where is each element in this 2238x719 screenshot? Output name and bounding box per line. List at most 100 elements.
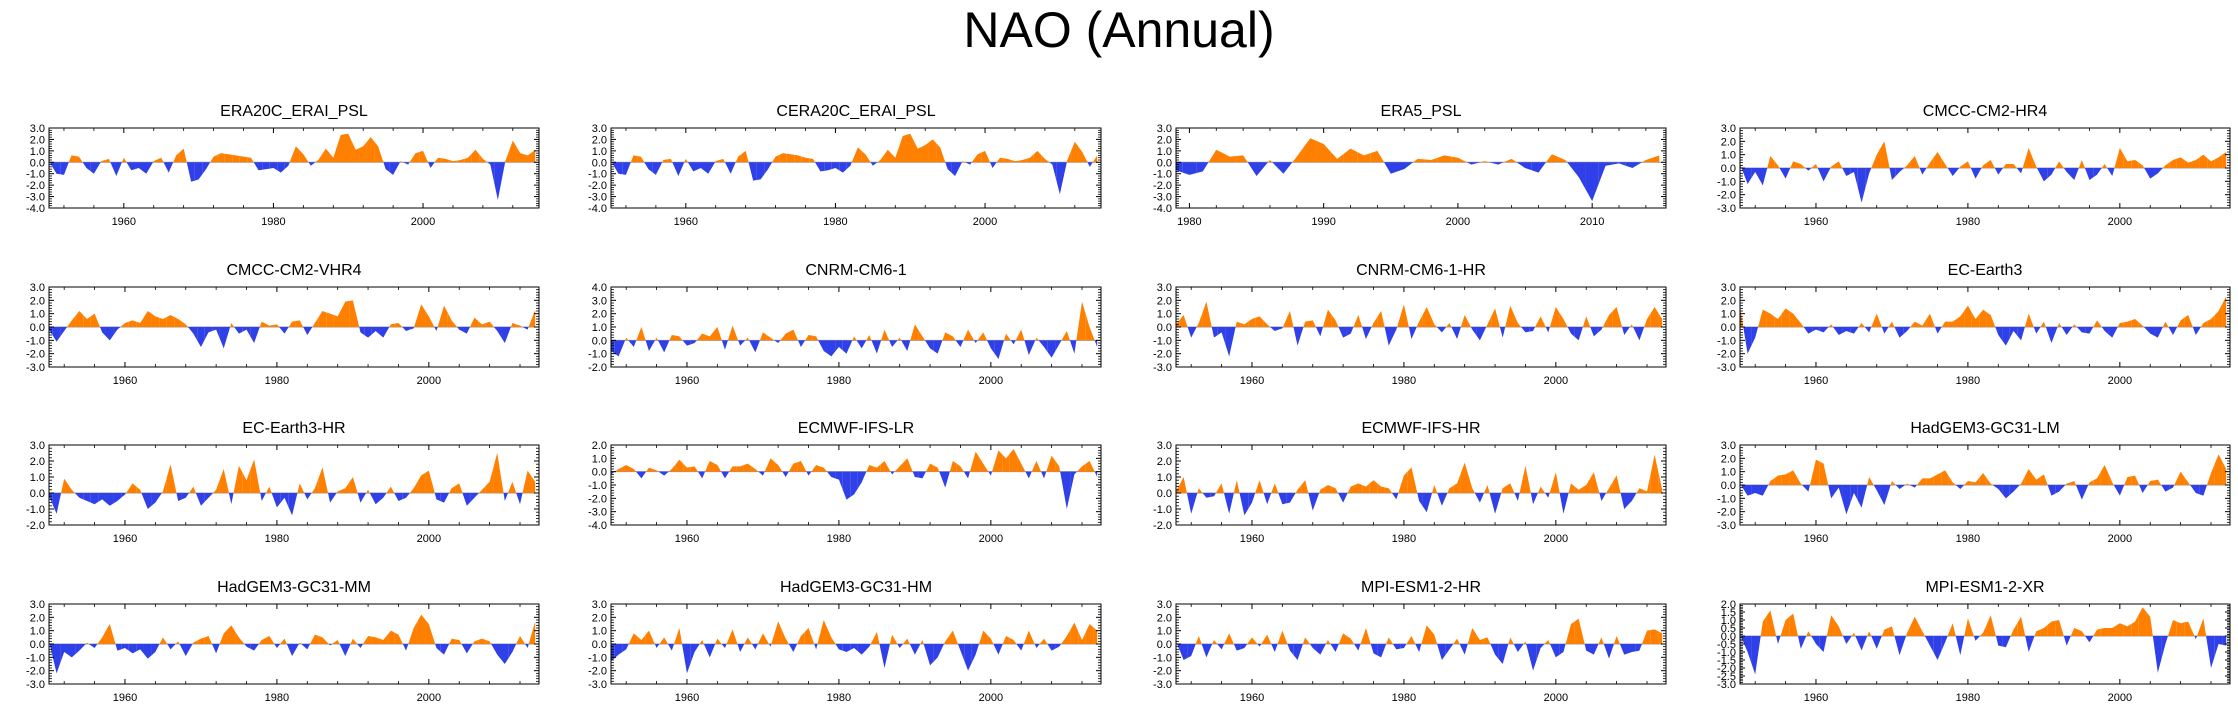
positive-area — [797, 632, 805, 644]
y-tick-label: -1.0 — [1153, 504, 1172, 516]
positive-area — [2184, 315, 2193, 327]
positive-area — [745, 337, 750, 341]
positive-area — [690, 466, 698, 472]
positive-area — [1774, 313, 1782, 327]
negative-area — [435, 644, 441, 652]
positive-area — [531, 149, 536, 163]
positive-area — [2108, 625, 2117, 636]
positive-area — [389, 323, 395, 327]
negative-area — [1070, 471, 1077, 492]
positive-area — [1658, 631, 1663, 644]
negative-area — [67, 644, 76, 658]
positive-area — [1301, 480, 1309, 493]
positive-area — [1316, 141, 1331, 163]
positive-area — [189, 486, 196, 493]
positive-area — [1061, 331, 1070, 341]
positive-area — [2214, 454, 2223, 485]
panel-0: ERA20C_ERAI_PSL -4.0-3.0-2.0-1.00.01.02.0… — [26, 103, 540, 228]
negative-area — [1474, 493, 1485, 503]
y-tick-label: -0.5 — [1717, 639, 1736, 651]
negative-area — [1995, 636, 2003, 647]
positive-area — [68, 155, 76, 163]
positive-area — [726, 629, 738, 644]
negative-area — [1574, 327, 1583, 341]
positive-area — [1338, 633, 1347, 644]
x-tick-label: 1980 — [265, 692, 289, 704]
positive-area — [1480, 161, 1490, 163]
negative-area — [1599, 493, 1607, 501]
positive-area — [2019, 476, 2025, 485]
y-tick-label: -3.0 — [1153, 679, 1172, 691]
y-tick-label: 2.0 — [30, 612, 45, 624]
negative-area — [1094, 340, 1098, 347]
positive-area — [1002, 636, 1010, 644]
negative-area — [2214, 636, 2223, 656]
positive-area — [478, 321, 486, 327]
negative-area — [234, 327, 243, 334]
positive-area — [789, 329, 798, 341]
positive-area — [1277, 630, 1288, 644]
x-tick-label: 1960 — [1804, 216, 1828, 228]
negative-area — [2101, 327, 2109, 335]
positive-area — [1023, 630, 1035, 644]
positive-area — [166, 315, 175, 327]
negative-area — [1025, 471, 1032, 479]
negative-area — [1391, 493, 1399, 500]
positive-area — [2162, 162, 2170, 168]
positive-area — [1491, 308, 1500, 327]
positive-area — [2009, 164, 2017, 168]
negative-area — [359, 327, 365, 335]
negative-area — [1871, 636, 1882, 649]
positive-area — [2123, 154, 2132, 168]
positive-area — [61, 478, 68, 493]
negative-area — [2161, 636, 2168, 659]
y-tick-label: -2.0 — [1153, 349, 1172, 361]
positive-area — [239, 156, 248, 163]
positive-area — [979, 457, 989, 472]
positive-area — [1076, 463, 1086, 472]
positive-area — [417, 473, 426, 493]
negative-area — [1010, 340, 1016, 345]
positive-area — [1642, 157, 1653, 163]
positive-area — [1468, 475, 1475, 493]
positive-area — [516, 146, 525, 163]
positive-area — [312, 317, 319, 327]
x-tick-label: 2000 — [417, 533, 441, 545]
y-tick-label: -1.0 — [26, 169, 45, 181]
negative-area — [857, 471, 867, 489]
negative-area — [501, 644, 509, 664]
y-tick-label: -3.0 — [1717, 679, 1736, 691]
positive-area — [1501, 485, 1507, 493]
panel-title: ECMWF-IFS-HR — [1361, 420, 1480, 437]
positive-area — [174, 317, 182, 327]
positive-area — [67, 484, 75, 493]
negative-area — [105, 493, 114, 506]
negative-area — [1881, 327, 1889, 334]
positive-area — [757, 633, 770, 644]
y-tick-label: -2.0 — [1153, 180, 1172, 192]
negative-area — [818, 340, 828, 354]
positive-area — [696, 333, 706, 341]
positive-area — [1612, 307, 1623, 327]
positive-area — [2123, 624, 2132, 636]
positive-area — [1503, 158, 1517, 163]
negative-area — [1559, 493, 1569, 514]
positive-area — [2072, 324, 2077, 327]
positive-area — [786, 153, 795, 163]
positive-area — [668, 464, 676, 472]
y-tick-label: -2.0 — [1717, 507, 1736, 519]
positive-area — [126, 483, 137, 493]
negative-area — [1217, 327, 1226, 345]
positive-area — [771, 621, 782, 644]
negative-area — [52, 327, 61, 342]
negative-area — [611, 340, 615, 354]
negative-area — [2084, 168, 2094, 180]
negative-area — [1955, 636, 1965, 656]
y-tick-label: -2.0 — [588, 666, 607, 678]
negative-area — [1521, 327, 1530, 333]
negative-area — [994, 340, 1005, 359]
positive-area — [1357, 152, 1371, 163]
positive-area — [1460, 462, 1469, 493]
positive-area — [913, 141, 922, 163]
positive-area — [637, 156, 645, 163]
